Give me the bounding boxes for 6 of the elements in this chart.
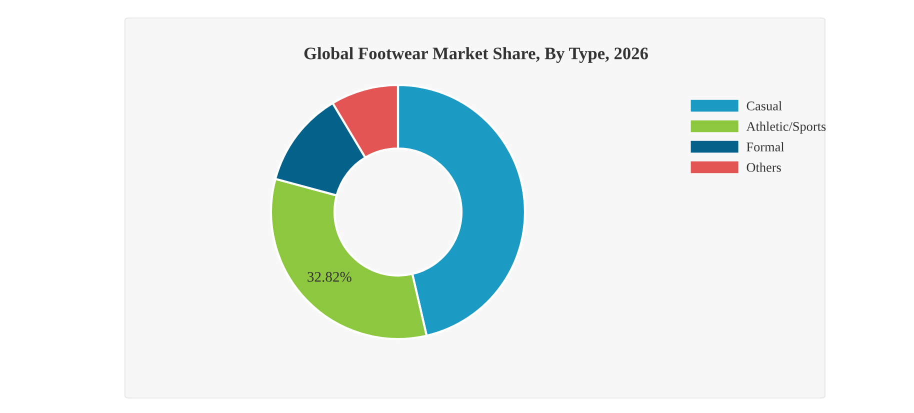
legend-label: Casual (746, 101, 782, 110)
chart-title: Global Footwear Market Share, By Type, 2026 (304, 47, 648, 63)
legend-label: Formal (746, 142, 784, 152)
legend-label: Others (746, 162, 781, 172)
legend-label: Athletic/Sports (746, 122, 826, 134)
data-label: 32.82% (308, 272, 352, 282)
